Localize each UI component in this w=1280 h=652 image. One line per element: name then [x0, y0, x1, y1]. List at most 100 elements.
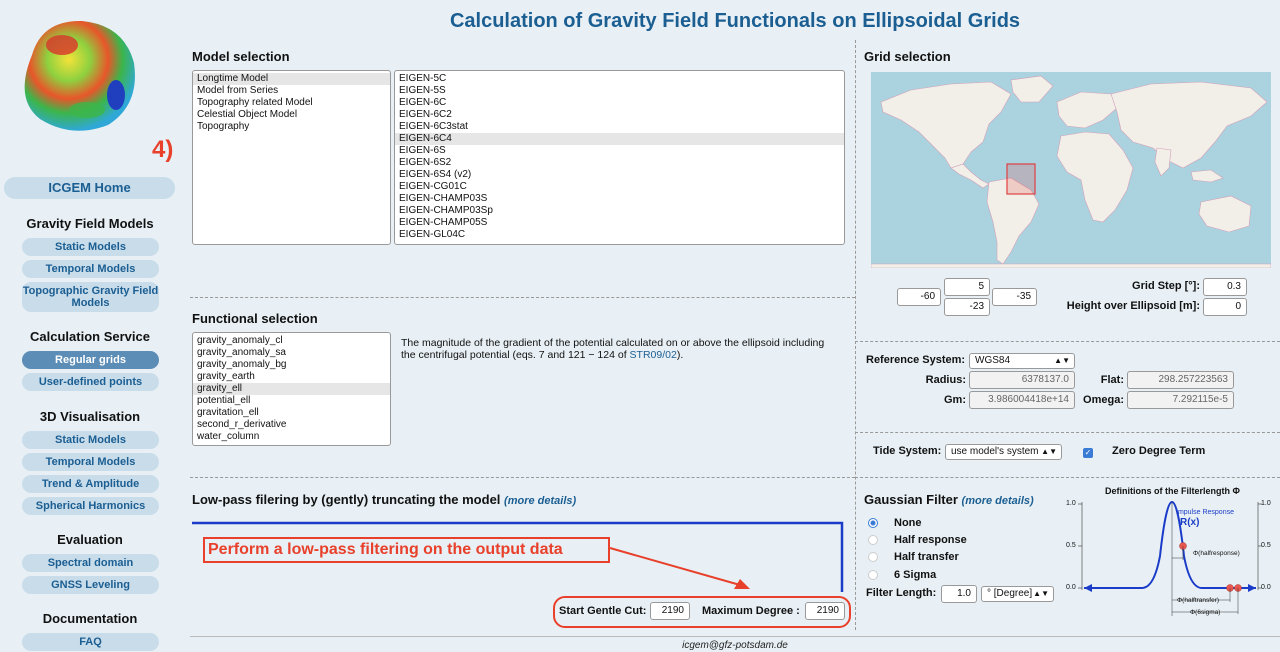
radio-none[interactable]: None: [866, 517, 922, 529]
south-bound-input[interactable]: -23: [944, 298, 990, 316]
list-item[interactable]: EIGEN-5C: [399, 73, 447, 84]
degree-cut-highlight: [553, 596, 851, 628]
vis-temporal-models-button[interactable]: Temporal Models: [22, 453, 159, 471]
tide-system-label: Tide System:: [873, 445, 942, 457]
zero-degree-label: Zero Degree Term: [1112, 445, 1206, 457]
list-item[interactable]: EIGEN-GL04C: [399, 229, 466, 240]
list-item[interactable]: EIGEN-CHAMP05S: [399, 217, 488, 228]
step-label: 4): [152, 136, 174, 163]
omega-input[interactable]: 7.292115e-5: [1127, 391, 1234, 409]
list-item[interactable]: Topography: [197, 121, 250, 132]
list-item[interactable]: gravitation_ell: [197, 407, 259, 418]
list-item[interactable]: EIGEN-6S: [399, 145, 446, 156]
zero-degree-checkbox[interactable]: ✓: [1083, 448, 1093, 458]
vertical-divider: [855, 40, 856, 630]
grid-step-input[interactable]: 0.3: [1203, 278, 1247, 296]
temporal-models-button[interactable]: Temporal Models: [22, 260, 159, 278]
spectral-domain-button[interactable]: Spectral domain: [22, 554, 159, 572]
gnss-leveling-button[interactable]: GNSS Leveling: [22, 576, 159, 594]
list-item[interactable]: EIGEN-CHAMP03Sp: [399, 205, 493, 216]
maximum-degree-label: Maximum Degree :: [702, 605, 800, 617]
list-item[interactable]: gravity_anomaly_cl: [197, 335, 283, 346]
world-map[interactable]: [871, 72, 1271, 268]
radio-button[interactable]: [868, 535, 878, 545]
reference-system-select[interactable]: WGS84 ▲▼: [969, 353, 1075, 369]
model-list[interactable]: EIGEN-5C EIGEN-5S EIGEN-6C EIGEN-6C2 EIG…: [394, 70, 845, 245]
section-3d-visualisation: 3D Visualisation: [39, 409, 141, 424]
section-evaluation: Evaluation: [57, 532, 123, 547]
functional-selection-title: Functional selection: [192, 311, 318, 326]
filter-unit-value: ° [Degree]: [987, 588, 1033, 599]
list-item[interactable]: potential_ell: [197, 395, 251, 406]
north-bound-input[interactable]: 5: [944, 278, 990, 296]
gm-input[interactable]: 3.986004418e+14: [969, 391, 1075, 409]
lowpass-more-details-link[interactable]: (more details): [504, 495, 577, 507]
list-item[interactable]: Topography related Model: [197, 97, 313, 108]
radio-button[interactable]: [868, 518, 878, 528]
maximum-degree-input[interactable]: 2190: [805, 602, 845, 620]
list-item[interactable]: gravity_anomaly_bg: [197, 359, 287, 370]
regular-grids-button[interactable]: Regular grids: [22, 351, 159, 369]
divider-functional-lowpass: [190, 477, 855, 478]
list-item[interactable]: gravity_ell: [193, 383, 390, 395]
list-item[interactable]: EIGEN-6C: [399, 97, 447, 108]
list-item[interactable]: second_r_derivative: [197, 419, 287, 430]
topographic-gravity-models-button[interactable]: Topographic Gravity Field Models: [22, 282, 159, 312]
radio-label: Half response: [894, 534, 967, 546]
divider-reference-tide: [855, 432, 1280, 433]
user-defined-points-button[interactable]: User-defined points: [22, 373, 159, 391]
list-item[interactable]: Model from Series: [197, 85, 279, 96]
functional-list[interactable]: gravity_anomaly_cl gravity_anomaly_sa gr…: [192, 332, 391, 446]
trend-amplitude-button[interactable]: Trend & Amplitude: [22, 475, 159, 493]
list-item[interactable]: EIGEN-6S4 (v2): [399, 169, 472, 180]
footer-email[interactable]: icgem@gfz-potsdam.de: [190, 636, 1280, 652]
radius-input[interactable]: 6378137.0: [969, 371, 1075, 389]
list-item[interactable]: EIGEN-CHAMP03S: [399, 193, 488, 204]
radio-6-sigma[interactable]: 6 Sigma: [866, 569, 936, 581]
vis-static-models-button[interactable]: Static Models: [22, 431, 159, 449]
list-item[interactable]: EIGEN-6C4: [395, 133, 844, 145]
str-reference-link[interactable]: STR09/02: [629, 349, 677, 361]
list-item[interactable]: EIGEN-6C3stat: [399, 121, 468, 132]
height-label: Height over Ellipsoid [m]:: [1066, 300, 1200, 312]
filter-length-input[interactable]: 1.0: [941, 585, 977, 603]
filter-diagram-title: Definitions of the Filterlength Φ: [1105, 486, 1240, 496]
flat-label: Flat:: [1100, 374, 1124, 386]
list-item[interactable]: gravity_earth: [197, 371, 255, 382]
height-input[interactable]: 0: [1203, 298, 1247, 316]
start-gentle-cut-input[interactable]: 2190: [650, 602, 690, 620]
radio-button[interactable]: [868, 552, 878, 562]
divider-model-functional: [190, 297, 855, 298]
list-item[interactable]: EIGEN-6S2: [399, 157, 452, 168]
flat-input[interactable]: 298.257223563: [1127, 371, 1234, 389]
list-item[interactable]: Celestial Object Model: [197, 109, 298, 120]
list-item[interactable]: Longtime Model: [193, 73, 390, 85]
geoid-globe-logo: [24, 20, 135, 131]
icgem-home-button[interactable]: ICGEM Home: [4, 177, 175, 199]
start-gentle-cut-label: Start Gentle Cut:: [559, 605, 647, 617]
gaussian-more-details-link[interactable]: (more details): [961, 495, 1034, 507]
list-item[interactable]: EIGEN-CG01C: [399, 181, 467, 192]
radio-button[interactable]: [868, 570, 878, 580]
select-arrows-icon: ▲▼: [1054, 356, 1070, 365]
lowpass-title: Low-pass filering by (gently) truncating…: [192, 492, 576, 507]
faq-button[interactable]: FAQ: [22, 633, 159, 651]
lowpass-annotation: Perform a low-pass filtering on the outp…: [203, 537, 610, 563]
west-bound-input[interactable]: -60: [897, 288, 941, 306]
radio-label: None: [894, 517, 922, 529]
list-item[interactable]: EIGEN-6C2: [399, 109, 452, 120]
radio-label: Half transfer: [894, 551, 959, 563]
filter-unit-select[interactable]: ° [Degree] ▲▼: [981, 586, 1054, 602]
model-category-list[interactable]: Longtime Model Model from Series Topogra…: [192, 70, 391, 245]
radio-half-transfer[interactable]: Half transfer: [866, 551, 959, 563]
grid-selection-rectangle: [1006, 163, 1036, 195]
tide-system-select[interactable]: use model's system ▲▼: [945, 444, 1062, 460]
list-item[interactable]: water_column: [197, 431, 260, 442]
east-bound-input[interactable]: -35: [992, 288, 1037, 306]
list-item[interactable]: EIGEN-5S: [399, 85, 446, 96]
static-models-button[interactable]: Static Models: [22, 238, 159, 256]
diagram-tick-left-top: 1.0: [1066, 500, 1076, 507]
list-item[interactable]: gravity_anomaly_sa: [197, 347, 286, 358]
spherical-harmonics-button[interactable]: Spherical Harmonics: [22, 497, 159, 515]
radio-half-response[interactable]: Half response: [866, 534, 967, 546]
